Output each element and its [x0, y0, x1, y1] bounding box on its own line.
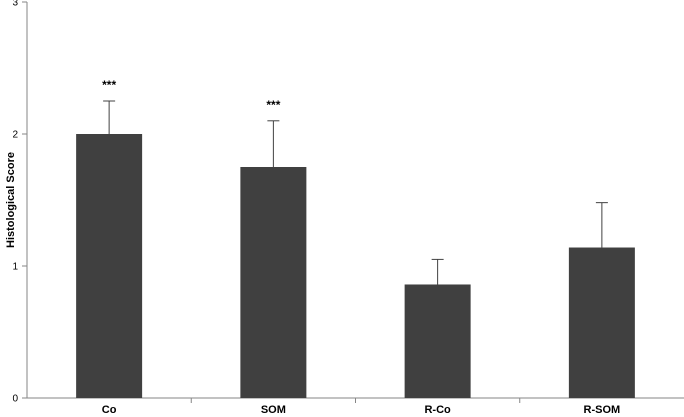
significance-label: *** [266, 98, 280, 112]
x-category-label: R-Co [424, 404, 451, 416]
y-tick-label: 3 [12, 0, 18, 9]
bar-r-co [404, 284, 471, 398]
bar-r-som [568, 247, 635, 398]
bar-co [76, 134, 143, 398]
x-category-label: Co [102, 404, 117, 416]
y-tick-label: 1 [12, 262, 18, 273]
x-category-label: R-SOM [584, 404, 621, 416]
y-axis-title: Histological Score [5, 152, 17, 248]
x-category-label: SOM [261, 404, 286, 416]
y-tick-label: 2 [12, 130, 18, 141]
bar-som [240, 167, 307, 398]
significance-label: *** [102, 78, 116, 92]
plot-area: 0 1 2 3 *** Co *** SOM R-Co R-SOM [12, 0, 684, 416]
y-tick-label: 0 [12, 394, 18, 405]
